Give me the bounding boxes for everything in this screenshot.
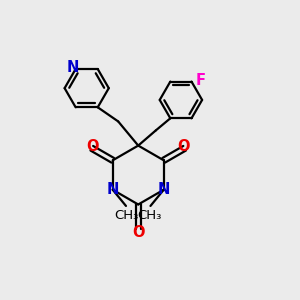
- Text: O: O: [132, 225, 145, 240]
- Text: N: N: [67, 60, 79, 75]
- Text: F: F: [196, 73, 206, 88]
- Text: N: N: [106, 182, 119, 197]
- Text: CH₃: CH₃: [138, 209, 162, 222]
- Text: N: N: [158, 182, 170, 197]
- Text: O: O: [86, 139, 99, 154]
- Text: CH₃: CH₃: [114, 209, 139, 222]
- Text: O: O: [177, 139, 189, 154]
